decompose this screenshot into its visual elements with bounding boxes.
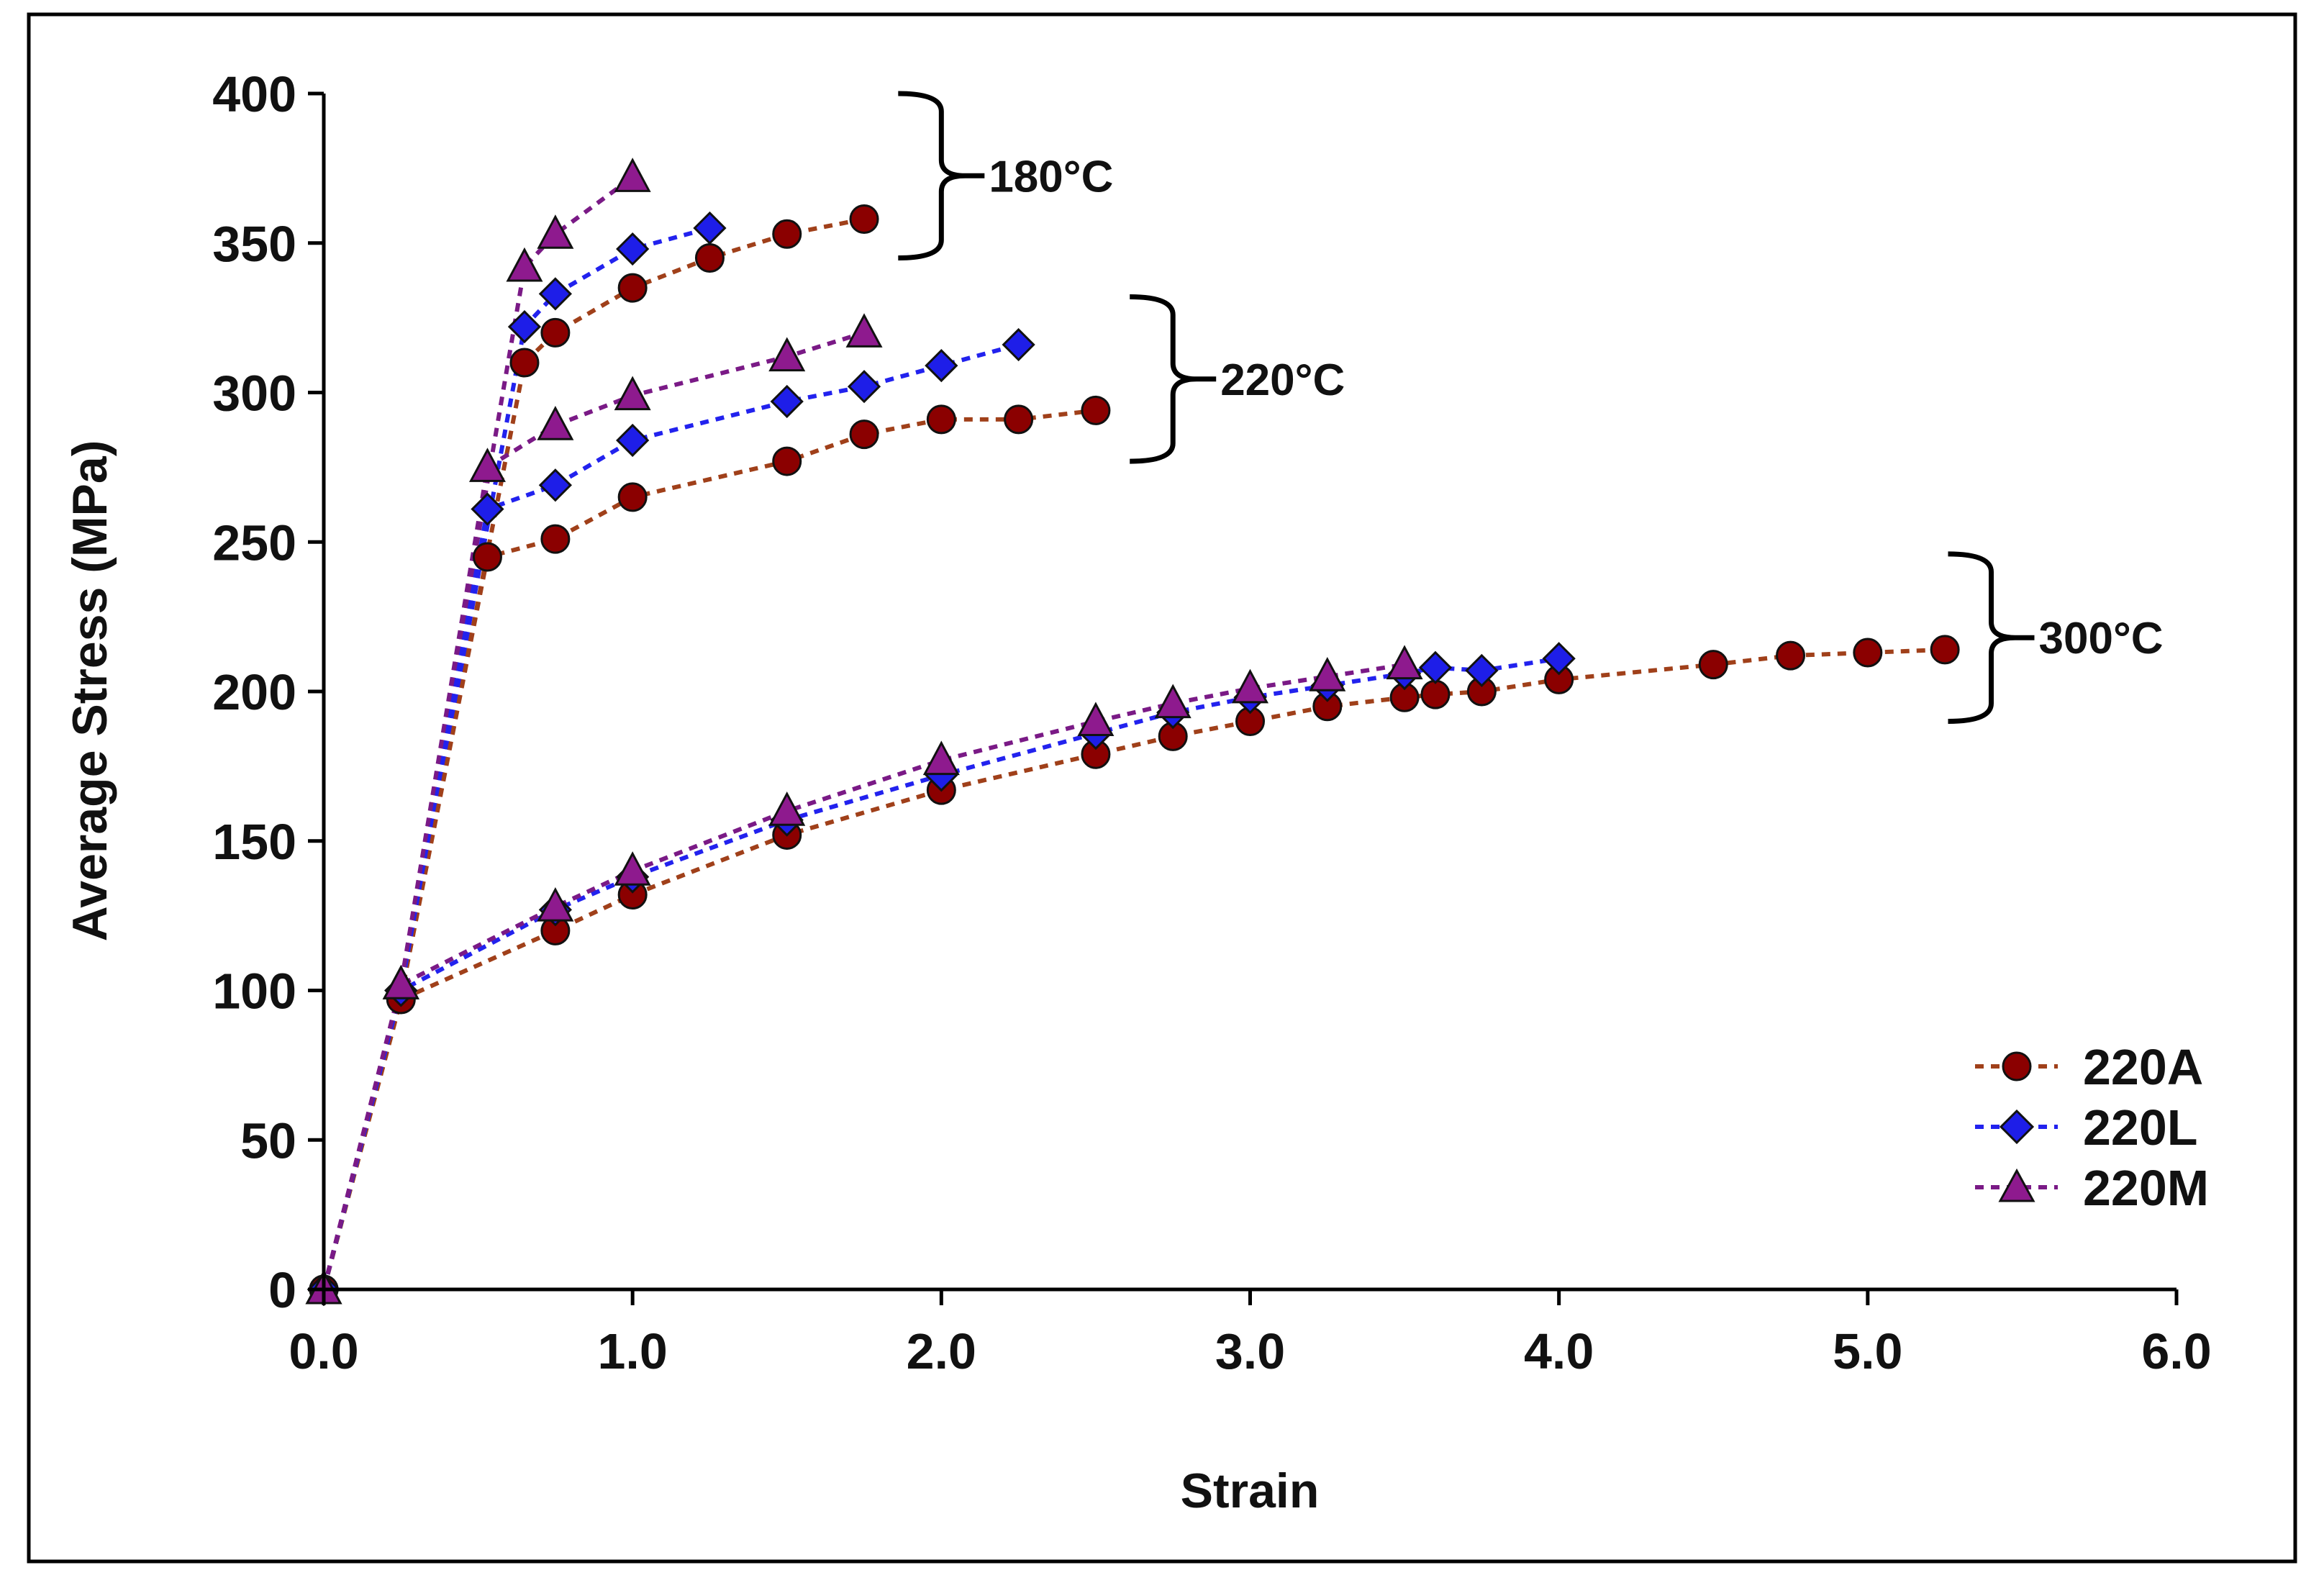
x-tick-label: 2.0 — [907, 1323, 976, 1379]
y-axis-title: Average Stress (MPa) — [63, 440, 117, 942]
data-point-220L — [847, 370, 881, 404]
data-point-220M — [1154, 684, 1191, 719]
data-point-220L — [770, 384, 804, 419]
data-point-220M — [845, 313, 883, 348]
data-point-220L — [616, 423, 650, 458]
data-point-220M — [1231, 668, 1269, 704]
data-point-220L — [471, 492, 504, 526]
data-point-220A — [1081, 395, 1111, 425]
data-point-220M — [768, 792, 806, 826]
data-point-220A — [1420, 679, 1451, 709]
data-point-220M — [922, 740, 960, 776]
series-line-220A — [322, 217, 865, 1290]
data-point-220M — [537, 406, 574, 440]
data-point-220A — [472, 542, 502, 572]
data-point-220M — [537, 214, 574, 249]
y-tick-label: 400 — [212, 66, 296, 122]
y-tick-label: 300 — [212, 366, 296, 422]
data-point-220A — [540, 524, 571, 554]
brace-icon — [1948, 551, 2035, 725]
x-tick-label: 5.0 — [1833, 1323, 1902, 1379]
data-point-220M — [768, 337, 806, 372]
y-tick-label: 250 — [212, 514, 296, 571]
legend: 220A 220L 220M — [1975, 1039, 2209, 1216]
legend-label-220A: 220A — [2083, 1039, 2203, 1095]
data-point-220M — [1077, 702, 1115, 737]
y-tick-label: 100 — [212, 963, 296, 1020]
temperature-label: 300°C — [2039, 614, 2164, 663]
x-tick-label: 3.0 — [1215, 1323, 1285, 1379]
x-tick-label: 1.0 — [598, 1323, 668, 1379]
series-line-220A — [322, 408, 1097, 1290]
x-axis-title: Strain — [1181, 1464, 1320, 1518]
data-point-220A — [849, 204, 879, 235]
data-point-220A — [509, 348, 540, 378]
legend-marker-220A — [2002, 1051, 2032, 1081]
data-point-220M — [614, 158, 651, 192]
data-point-220A — [772, 219, 802, 249]
y-tick-label: 200 — [212, 664, 296, 720]
series-markers — [305, 158, 1960, 1307]
axis-ticks: 0.0 1.0 2.0 3.0 4.0 5.0 6.0 0 50 100 150 200 250 300 3… — [212, 66, 2211, 1379]
data-point-220L — [1465, 653, 1499, 688]
series-line-220M — [322, 662, 1405, 1290]
temperature-label: 220°C — [1220, 355, 1345, 405]
data-point-220A — [1930, 635, 1960, 665]
data-point-220L — [538, 277, 572, 311]
data-point-220A — [1698, 650, 1728, 680]
data-point-220A — [1004, 404, 1034, 435]
legend-marker-220M — [1998, 1168, 2035, 1202]
data-point-220L — [538, 468, 572, 502]
legend-entry-220L: 220L — [1975, 1099, 2198, 1156]
data-point-220M — [614, 851, 651, 886]
data-point-220A — [1776, 640, 1806, 671]
x-tick-label: 4.0 — [1524, 1323, 1594, 1379]
data-point-220A — [772, 446, 802, 476]
x-tick-label: 6.0 — [2141, 1323, 2211, 1379]
temperature-annotations: 180°C 220°C 300°C — [898, 91, 2164, 725]
data-point-220A — [617, 273, 648, 303]
data-point-220A — [849, 419, 879, 450]
brace-icon — [1130, 294, 1217, 464]
data-point-220L — [1002, 327, 1035, 362]
data-point-220M — [468, 448, 506, 482]
data-point-220L — [925, 348, 958, 383]
data-point-220M — [1386, 645, 1423, 680]
y-tick-label: 350 — [212, 216, 296, 272]
data-point-220M — [614, 376, 651, 411]
y-tick-label: 50 — [240, 1112, 296, 1169]
data-point-220A — [1853, 638, 1883, 668]
brace-icon — [898, 91, 985, 261]
data-point-220M — [1309, 657, 1346, 691]
y-tick-label: 0 — [268, 1262, 296, 1318]
data-point-220L — [1542, 642, 1576, 676]
data-point-220A — [694, 243, 725, 273]
chart-border — [27, 12, 2297, 1564]
data-point-220M — [537, 886, 574, 922]
data-point-220A — [617, 482, 648, 512]
data-point-220A — [926, 404, 956, 435]
temperature-label: 180°C — [989, 152, 1113, 201]
data-point-220M — [382, 965, 419, 999]
data-point-220L — [616, 232, 650, 266]
x-tick-label: 0.0 — [289, 1323, 358, 1379]
legend-entry-220A: 220A — [1975, 1039, 2203, 1095]
legend-label-220L: 220L — [2083, 1099, 2198, 1156]
data-point-220L — [693, 211, 727, 245]
legend-entry-220M: 220M — [1975, 1160, 2209, 1216]
y-tick-label: 150 — [212, 814, 296, 870]
legend-marker-220L — [1999, 1109, 2035, 1145]
data-point-220M — [506, 247, 543, 282]
data-point-220L — [507, 309, 542, 344]
data-point-220L — [1418, 650, 1453, 684]
data-point-220A — [540, 317, 571, 348]
legend-label-220M: 220M — [2083, 1160, 2209, 1216]
